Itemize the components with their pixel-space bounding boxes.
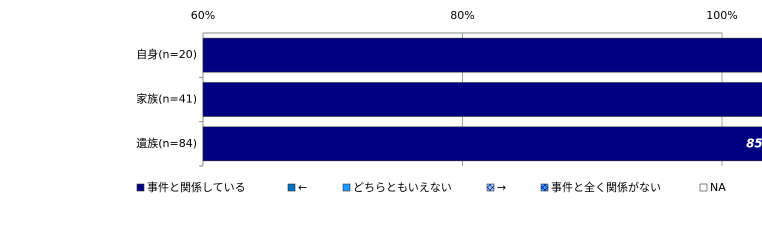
chart: 60%80%100%自身(n=20)9055家族(n=41)88722遺族(n=… xyxy=(136,9,762,194)
legend-label: NA xyxy=(710,181,726,194)
legend-label: 事件と全く関係がない xyxy=(551,180,661,194)
legend-label: ← xyxy=(298,181,307,194)
legend-swatch xyxy=(699,183,708,192)
value-label: 85 xyxy=(746,136,762,150)
category-label: 自身(n=20) xyxy=(136,47,197,61)
bar-segment xyxy=(202,37,762,73)
legend-swatch xyxy=(136,183,145,192)
x-tick-label: 60% xyxy=(191,9,215,22)
bar-segment xyxy=(202,126,762,162)
legend-label: 事件と関係している xyxy=(147,181,246,194)
legend-swatch xyxy=(342,183,351,192)
legend-swatch xyxy=(287,183,296,192)
x-tick-label: 80% xyxy=(450,9,474,22)
legend-swatch xyxy=(540,183,549,192)
legend-label: → xyxy=(497,181,506,194)
legend-swatch xyxy=(486,183,495,192)
x-tick-label: 100% xyxy=(706,9,737,22)
legend-label: どちらともいえない xyxy=(353,181,452,194)
bar-segment xyxy=(202,82,762,117)
category-label: 家族(n=41) xyxy=(136,92,197,106)
category-label: 遺族(n=84) xyxy=(136,136,197,150)
